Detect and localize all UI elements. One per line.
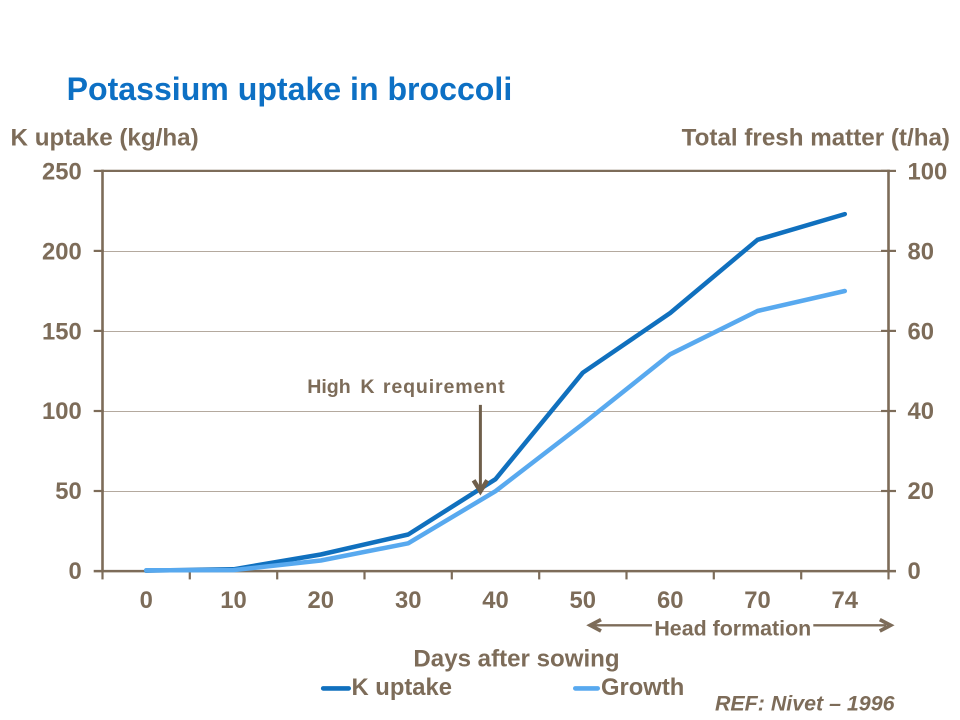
svg-text:80: 80 [908,239,934,266]
svg-text:20: 20 [308,587,334,614]
svg-text:requirement: requirement [383,376,506,398]
svg-text:100: 100 [42,398,82,425]
svg-text:0: 0 [68,558,81,585]
svg-text:Days after sowing: Days after sowing [413,646,619,673]
svg-text:K: K [360,376,374,398]
svg-text:150: 150 [42,318,82,345]
svg-text:K uptake: K uptake [352,674,453,701]
svg-text:50: 50 [55,478,81,505]
svg-text:250: 250 [42,159,82,186]
svg-text:10: 10 [220,587,246,614]
svg-text:0: 0 [140,587,153,614]
svg-text:K uptake (kg/ha): K uptake (kg/ha) [11,125,199,152]
svg-text:Head formation: Head formation [654,617,811,641]
svg-text:Total fresh matter (t/ha): Total fresh matter (t/ha) [682,125,950,152]
svg-text:Growth: Growth [601,674,684,701]
svg-text:High: High [307,376,351,398]
svg-text:20: 20 [908,478,934,505]
svg-text:Potassium uptake in broccoli: Potassium uptake in broccoli [67,71,513,107]
svg-text:30: 30 [395,587,421,614]
svg-text:40: 40 [482,587,508,614]
svg-text:50: 50 [570,587,596,614]
svg-text:100: 100 [908,159,948,186]
svg-text:REF: Nivet – 1996: REF: Nivet – 1996 [715,692,896,716]
svg-text:40: 40 [908,398,934,425]
svg-text:60: 60 [908,318,934,345]
svg-text:60: 60 [657,587,683,614]
svg-text:200: 200 [42,239,82,266]
svg-text:74: 74 [832,587,859,614]
svg-text:70: 70 [744,587,770,614]
svg-text:0: 0 [908,558,921,585]
